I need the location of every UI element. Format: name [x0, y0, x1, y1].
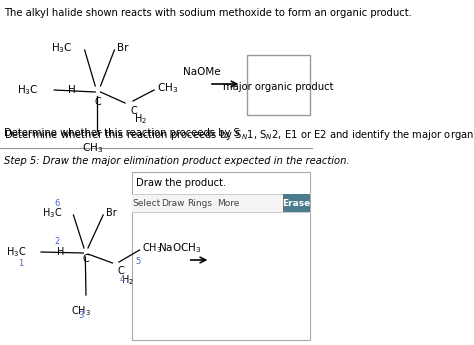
Text: H$_3$C: H$_3$C [6, 245, 27, 259]
Text: Erase: Erase [282, 198, 310, 207]
Text: CH$_3$: CH$_3$ [142, 241, 162, 255]
Text: major organic product: major organic product [223, 82, 334, 92]
Text: CH$_3$: CH$_3$ [82, 141, 103, 155]
Text: C: C [82, 254, 90, 264]
Text: 3: 3 [78, 312, 83, 321]
Text: More: More [217, 198, 239, 207]
Text: H$_2$: H$_2$ [121, 273, 134, 287]
Text: H: H [57, 247, 64, 257]
Text: Br: Br [106, 208, 117, 218]
Text: 1: 1 [18, 259, 24, 268]
Text: CH$_3$: CH$_3$ [157, 81, 178, 95]
Text: Rings: Rings [187, 198, 212, 207]
Bar [132, 194, 310, 212]
Text: H$_3$C: H$_3$C [43, 206, 63, 220]
Text: H$_3$C: H$_3$C [51, 41, 73, 55]
Text: CH$_3$: CH$_3$ [71, 304, 91, 318]
Text: 2: 2 [54, 237, 60, 246]
Text: H$_3$C: H$_3$C [17, 83, 38, 97]
Text: C: C [94, 97, 101, 107]
Bar [247, 55, 310, 115]
Text: C: C [117, 266, 124, 276]
Text: The alkyl halide shown reacts with sodium methoxide to form an organic product.: The alkyl halide shown reacts with sodiu… [4, 8, 412, 18]
Text: Determine whether this reaction proceeds by S$_N$1, S$_N$2, E1 or E2 and identif: Determine whether this reaction proceeds… [4, 128, 474, 142]
Text: 5: 5 [136, 257, 141, 266]
Text: NaOMe: NaOMe [183, 67, 220, 77]
Text: H$_2$: H$_2$ [134, 112, 147, 126]
Text: Draw the product.: Draw the product. [136, 178, 227, 188]
Text: Step 5: Draw the major elimination product expected in the reaction.: Step 5: Draw the major elimination produ… [4, 156, 350, 166]
Bar [283, 194, 310, 212]
Text: H: H [68, 85, 75, 95]
Text: C: C [130, 106, 137, 116]
Text: NaOCH$_3$: NaOCH$_3$ [158, 241, 201, 255]
Text: Select: Select [133, 198, 161, 207]
Text: Draw: Draw [162, 198, 185, 207]
Bar [132, 172, 310, 340]
Text: 4: 4 [120, 275, 125, 284]
Text: 6: 6 [55, 198, 60, 207]
Text: Br: Br [117, 43, 128, 53]
Text: Determine whether this reaction proceeds by S: Determine whether this reaction proceeds… [4, 128, 240, 138]
